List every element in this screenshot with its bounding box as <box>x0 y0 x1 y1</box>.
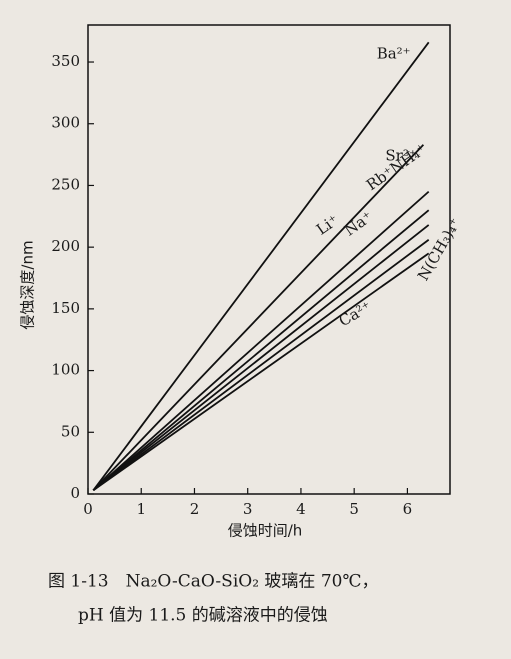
y-tick-label: 250 <box>51 175 80 193</box>
series-label: Sr²⁺ <box>385 147 416 165</box>
y-tick-label: 50 <box>61 422 80 440</box>
x-tick-label: 6 <box>403 500 413 518</box>
x-axis-label: 侵蚀时间/h <box>228 522 303 540</box>
y-tick-label: 100 <box>51 361 80 379</box>
y-tick-label: 0 <box>70 484 80 502</box>
data-line <box>92 41 430 491</box>
caption-line: 图 1-13 Na₂O-CaO-SiO₂ 玻璃在 70℃， <box>48 572 378 592</box>
y-tick-label: 200 <box>51 237 80 255</box>
data-line <box>92 252 430 492</box>
caption-line: pH 值为 11.5 的碱溶液中的侵蚀 <box>78 606 328 626</box>
y-tick-label: 300 <box>51 114 80 132</box>
x-tick-label: 5 <box>349 500 359 518</box>
x-tick-label: 2 <box>190 500 200 518</box>
x-tick-label: 4 <box>296 500 306 518</box>
x-tick-label: 3 <box>243 500 253 518</box>
series-label: Ba²⁺ <box>377 44 411 62</box>
y-tick-label: 150 <box>51 299 80 317</box>
x-tick-label: 1 <box>136 500 146 518</box>
plot-frame <box>87 24 451 495</box>
y-axis-label: 侵蚀深度/nm <box>19 240 37 329</box>
data-line <box>92 144 425 491</box>
data-line <box>92 209 430 491</box>
y-tick-label: 350 <box>51 52 80 70</box>
data-line <box>92 190 430 491</box>
x-tick-label: 0 <box>83 500 93 518</box>
data-line <box>92 239 430 492</box>
data-line <box>92 224 430 492</box>
